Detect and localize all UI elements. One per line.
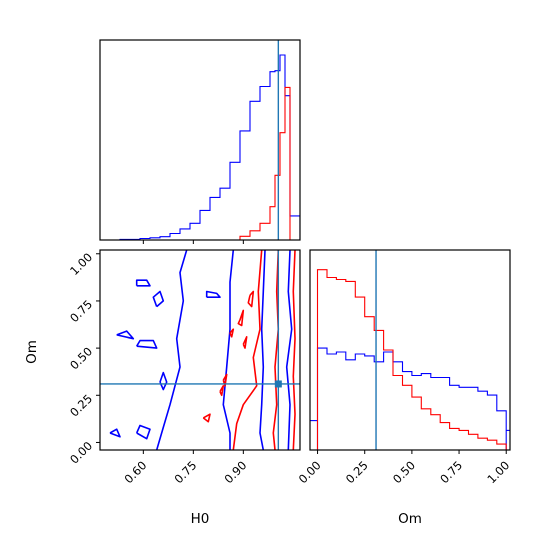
h0-hist-series-1 (100, 86, 300, 240)
contour-series-1-line-2 (292, 250, 296, 450)
om-panel-plot-area (310, 250, 510, 450)
contour-series-1-line-8 (202, 413, 211, 423)
y-axis-label-om: Om (24, 340, 40, 364)
contour-truth-marker (274, 380, 282, 388)
contour-series-0-line-3 (285, 250, 293, 450)
contour-series-1-line-9 (219, 384, 225, 397)
contour-series-1-line-3 (247, 290, 255, 308)
om-panel-frame (309, 249, 511, 451)
contour-series-0-line-4 (135, 279, 151, 287)
contour-series-0-line-5 (152, 290, 165, 308)
contour-series-0-line-2 (259, 250, 266, 450)
contour-series-1-line-7 (222, 373, 228, 387)
contour-series-0-line-9 (159, 371, 168, 391)
contour-series-1-line-5 (229, 328, 235, 338)
x-axis-label-h0: H0 (191, 511, 210, 527)
contour-series-1-line-4 (237, 309, 245, 327)
contour-series-0-line-10 (109, 428, 121, 438)
x-axis-label-om: Om (398, 511, 422, 527)
contour-series-1-line-0 (232, 250, 263, 450)
contour-panel-frame (99, 249, 301, 451)
om-hist-series-1 (316, 269, 507, 450)
contour-series-0-line-6 (205, 290, 221, 299)
h0-hist-series-0 (100, 54, 300, 240)
h0-panel-plot-area (100, 40, 300, 240)
h0-panel-frame (99, 39, 301, 241)
contour-series-0-line-11 (135, 424, 151, 440)
contour-series-1-line-1 (272, 250, 280, 450)
contour-series-0-line-0 (155, 250, 188, 450)
contour-series-0-line-8 (136, 339, 158, 349)
contour-series-0-line-1 (222, 250, 235, 450)
contour-series-0-line-7 (116, 330, 135, 340)
contour-panel-plot-area (100, 250, 300, 450)
om-hist-series-0 (316, 347, 507, 450)
h0-marginal-panel (99, 39, 301, 244)
contour-series-1-line-6 (242, 335, 248, 349)
